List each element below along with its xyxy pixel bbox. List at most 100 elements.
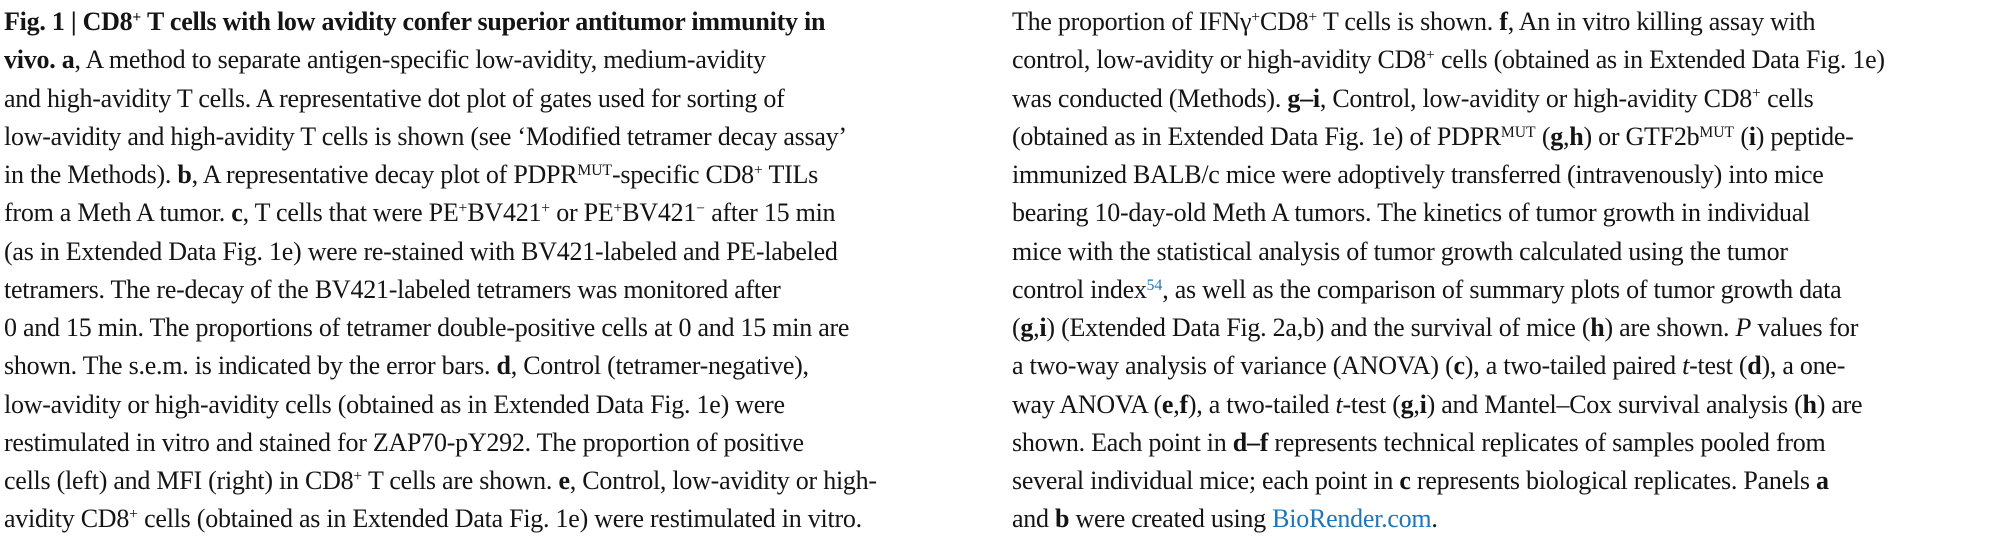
panel-label: f <box>1499 7 1508 36</box>
reference-link[interactable]: 54 <box>1146 276 1163 294</box>
superscript: MUT <box>577 161 613 179</box>
caption-line: shown. The s.e.m. is indicated by the er… <box>4 347 966 385</box>
panel-label: a <box>1816 466 1829 496</box>
panel-label: c <box>231 198 243 228</box>
text-run: -specific CD8 <box>612 160 754 190</box>
text-run: vivo. a <box>4 45 75 75</box>
panel-label: e <box>1161 389 1174 419</box>
panel-label: c <box>1453 351 1465 381</box>
text-run: low-avidity and high-avidity T cells is … <box>4 121 847 151</box>
text-run: immunized BALB/c mice were adoptively tr… <box>1012 160 1824 190</box>
caption-line: from a Meth A tumor. c, T cells that wer… <box>4 194 966 232</box>
text-run: ( <box>1012 313 1021 343</box>
text-run: and <box>1012 504 1056 534</box>
text-run: cells (obtained as in Extended Data Fig.… <box>1434 45 1885 75</box>
caption-line: bearing 10-day-old Meth A tumors. The ki… <box>1012 194 1990 232</box>
text-run: restimulated in vitro and stained for ZA… <box>4 427 804 457</box>
caption-line: and high-avidity T cells. A representati… <box>4 80 966 118</box>
panel-label: h <box>1569 121 1584 151</box>
text-run: BV421 <box>622 198 697 228</box>
caption-line: vivo. a, A method to separate antigen-sp… <box>4 41 966 79</box>
panel-label: e <box>558 466 570 496</box>
text-run: control, low-avidity or high-avidity CD8 <box>1012 45 1426 75</box>
caption-line: (obtained as in Extended Data Fig. 1e) o… <box>1012 118 1990 156</box>
text-run: T cells is shown. <box>1317 7 1500 36</box>
text-run: The proportion of IFNγ <box>1012 7 1252 36</box>
panel-label: b <box>177 160 192 190</box>
text-run: , A representative decay plot of PDPR <box>191 160 578 190</box>
superscript: MUT <box>1699 123 1735 141</box>
caption-line: low-avidity or high-avidity cells (obtai… <box>4 386 966 424</box>
text-run: from a Meth A tumor. <box>4 198 232 228</box>
caption-line: and b were created using BioRender.com. <box>1012 500 1990 538</box>
text-run: cells (obtained as in Extended Data Fig.… <box>137 504 862 534</box>
caption-line: tetramers. The re-decay of the BV421-lab… <box>4 271 966 309</box>
text-run: shown. The s.e.m. is indicated by the er… <box>4 351 497 381</box>
text-run: TILs <box>762 160 819 190</box>
panel-label: g <box>1400 389 1414 419</box>
superscript: + <box>1425 47 1435 65</box>
text-run: , <box>1033 313 1040 343</box>
text-run: ), a two-tailed <box>1187 389 1336 419</box>
text-run: , T cells that were PE <box>242 198 459 228</box>
panel-label: f <box>1179 389 1188 419</box>
text-run: (obtained as in Extended Data Fig. 1e) o… <box>1012 121 1501 151</box>
caption-line: mice with the statistical analysis of tu… <box>1012 233 1990 271</box>
caption-line: (g,i) (Extended Data Fig. 2a,b) and the … <box>1012 309 1990 347</box>
text-run: , An in vitro killing assay with <box>1507 7 1816 36</box>
panel-label: c <box>1399 466 1411 496</box>
caption-line: control, low-avidity or high-avidity CD8… <box>1012 41 1990 79</box>
panel-label: i <box>1748 121 1756 151</box>
panel-label: g <box>1020 313 1034 343</box>
text-run: ) (Extended Data Fig. 2a,b) and the surv… <box>1046 313 1591 343</box>
text-run: , <box>1173 389 1180 419</box>
caption-line: was conducted (Methods). g–i, Control, l… <box>1012 80 1990 118</box>
text-run: ) are <box>1816 389 1863 419</box>
text-run: , <box>1563 121 1570 151</box>
text-run: was conducted (Methods). <box>1012 83 1288 113</box>
external-link[interactable]: BioRender.com <box>1272 504 1432 534</box>
caption-line: control index54, as well as the comparis… <box>1012 271 1990 309</box>
text-run: , Control, low-avidity or high-avidity C… <box>1319 83 1753 113</box>
caption-line: restimulated in vitro and stained for ZA… <box>4 424 966 462</box>
text-run: after 15 min <box>704 198 836 228</box>
text-run: ( <box>1535 121 1551 151</box>
text-run: (as in Extended Data Fig. 1e) were re-st… <box>4 236 838 266</box>
text-run: -test ( <box>1689 351 1748 381</box>
superscript: + <box>132 8 142 26</box>
panel-label: h <box>1802 389 1817 419</box>
text-run: P <box>1735 313 1752 343</box>
text-run: represents biological replicates. Panels <box>1410 466 1817 496</box>
text-run: , <box>1413 389 1420 419</box>
text-run: Fig. 1 | CD8 <box>4 7 133 36</box>
text-run: 0 and 15 min. The proportions of tetrame… <box>4 313 850 343</box>
text-run: ), a one- <box>1761 351 1846 381</box>
text-run: ), a two-tailed paired <box>1464 351 1683 381</box>
panel-label: d <box>1747 351 1762 381</box>
text-run: , A method to separate antigen-specific … <box>74 45 766 75</box>
caption-column-right: The proportion of IFNγ+CD8+ T cells is s… <box>1012 3 1990 539</box>
superscript: + <box>1308 8 1318 26</box>
panel-label: g <box>1550 121 1563 151</box>
text-run: tetramers. The re-decay of the BV421-lab… <box>4 274 781 304</box>
caption-line: way ANOVA (e,f), a two-tailed t-test (g,… <box>1012 386 1990 424</box>
panel-label: g–i <box>1287 83 1320 113</box>
text-run: in the Methods). <box>4 160 178 190</box>
text-run: several individual mice; each point in <box>1012 466 1400 496</box>
text-run: CD8 <box>1260 7 1309 36</box>
text-run: . <box>1431 504 1438 534</box>
text-run: and high-avidity T cells. A representati… <box>4 83 785 113</box>
text-run: T cells with low avidity confer superior… <box>141 7 826 36</box>
text-run: ) or GTF2b <box>1583 121 1700 151</box>
text-run: ) are shown. <box>1604 313 1736 343</box>
text-run: cells (left) and MFI (right) in CD8 <box>4 466 354 496</box>
text-run: t <box>1682 351 1690 381</box>
superscript: + <box>1251 8 1261 26</box>
text-run: ) and Mantel–Cox survival analysis ( <box>1426 389 1803 419</box>
caption-line: low-avidity and high-avidity T cells is … <box>4 118 966 156</box>
caption-line: shown. Each point in d–f represents tech… <box>1012 424 1990 462</box>
superscript: + <box>1752 85 1761 103</box>
superscript: + <box>129 506 138 524</box>
text-run: ) peptide- <box>1755 121 1854 151</box>
